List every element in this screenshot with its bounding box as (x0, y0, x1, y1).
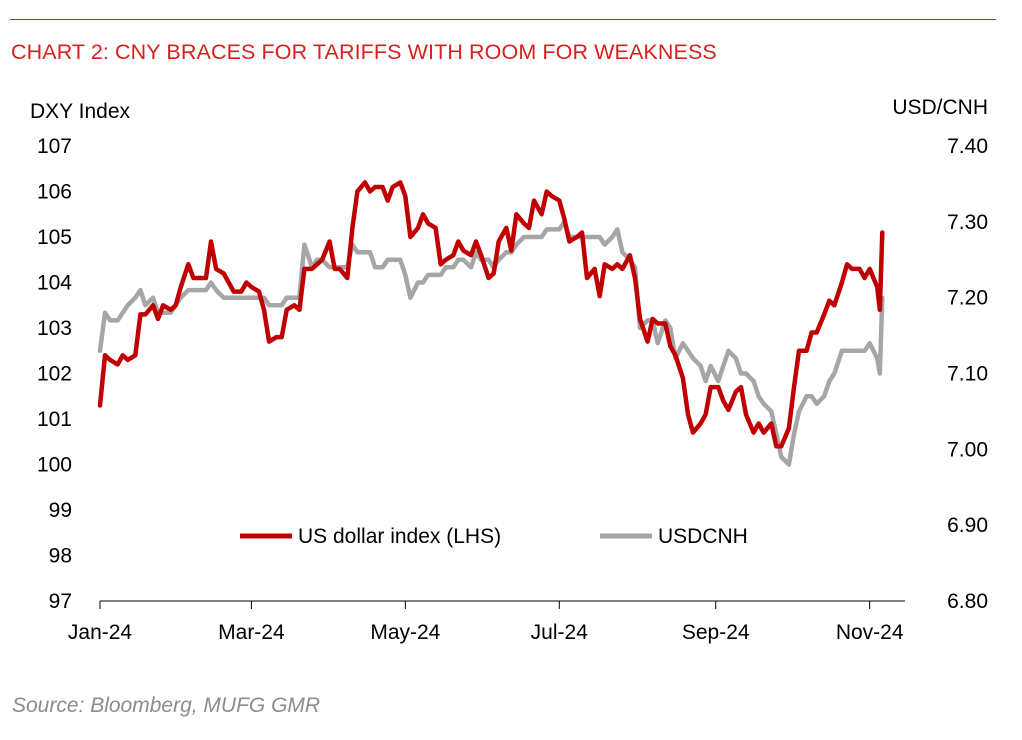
y-left-tick-label: 105 (37, 226, 72, 249)
x-tick-label: Nov-24 (836, 621, 904, 644)
chart-title: CHART 2: CNY BRACES FOR TARIFFS WITH ROO… (11, 40, 717, 64)
y-right-tick-label: 6.80 (947, 590, 988, 613)
y-left-tick-label: 100 (37, 454, 72, 477)
y-left-tick-label: 106 (37, 181, 72, 204)
y-right-tick-label: 7.20 (947, 287, 988, 310)
legend-item-usdcnh-label: USDCNH (658, 525, 748, 548)
left-axis-label: DXY Index (30, 100, 131, 123)
y-left-tick-label: 97 (49, 590, 72, 613)
series-layer (97, 180, 885, 467)
y-right-tick-label: 7.30 (947, 211, 988, 234)
source-note: Source: Bloomberg, MUFG GMR (12, 694, 321, 717)
x-tick-label: Jul-24 (531, 621, 589, 644)
x-tick-label: Mar-24 (218, 621, 285, 644)
header-rule (10, 19, 996, 20)
y-right-tick-label: 7.10 (947, 363, 988, 386)
x-tick-label: May-24 (370, 621, 440, 644)
y-left-tick-label: 107 (37, 135, 72, 158)
y-left-tick-label: 98 (49, 545, 72, 568)
x-tick-label: Sep-24 (682, 621, 750, 644)
chart-legend: US dollar index (LHS) USDCNH (240, 525, 748, 548)
y-left-tick-label: 99 (49, 499, 72, 522)
y-left-tick-label: 102 (37, 363, 72, 386)
right-axis-label: USD/CNH (892, 96, 988, 119)
series-line-dxy (97, 180, 885, 449)
line-chart: Jan-24 Mar-24 May-24 Jul-24 Sep-24 Nov-24 107 1… (37, 135, 988, 644)
y-left-tick-label: 104 (37, 272, 72, 295)
legend-item-dxy-label: US dollar index (LHS) (298, 525, 501, 548)
y-right-tick-label: 6.90 (947, 514, 988, 537)
y-left-tick-label: 101 (37, 408, 72, 431)
y-left-tick-label: 103 (37, 317, 72, 340)
y-right-tick-label: 7.40 (947, 135, 988, 158)
y-right-tick-label: 7.00 (947, 438, 988, 461)
x-tick-label: Jan-24 (68, 621, 133, 644)
chart-axes: Jan-24 Mar-24 May-24 Jul-24 Sep-24 Nov-24 107 1… (37, 135, 988, 644)
